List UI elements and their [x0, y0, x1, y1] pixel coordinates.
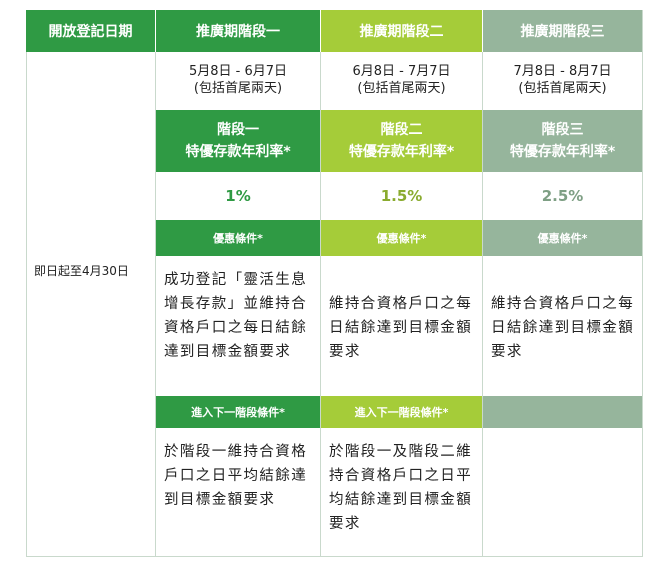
column-divider-1	[155, 52, 156, 557]
header-stage-3: 推廣期階段三	[483, 10, 642, 52]
stage-2-conditions-header: 優惠條件*	[321, 220, 482, 256]
stage-3-rate-value: 2.5%	[541, 187, 584, 205]
stage-3-date-note: (包括首尾兩天)	[518, 81, 607, 96]
stage-3-conditions-header: 優惠條件*	[483, 220, 642, 256]
stage-1-rate-subtitle: 特優存款年利率*	[185, 144, 291, 160]
stage-1-next-stage-header: 進入下一階段條件*	[156, 396, 320, 428]
stage-1-rate-title: 階段一	[217, 122, 259, 138]
stage-2-date: 6月8日 - 7月7日 (包括首尾兩天)	[321, 63, 482, 103]
stage-3-date: 7月8日 - 8月7日 (包括首尾兩天)	[483, 63, 642, 103]
stage-1-rate-header: 階段一 特優存款年利率*	[156, 110, 320, 172]
stage-3-rate-subtitle: 特優存款年利率*	[509, 144, 616, 160]
stage-3-conditions-text: 維持合資格戶口之每日結餘達到目標金額要求	[491, 296, 635, 360]
stage-2-next-stage-text: 於階段一及階段二維持合資格戶口之日平均結餘達到目標金額要求	[329, 444, 473, 532]
registration-period-label: 即日起至4月30日	[34, 52, 155, 488]
stage-1-date: 5月8日 - 6月7日 (包括首尾兩天)	[156, 63, 320, 103]
column-divider-2	[320, 52, 321, 557]
table-border-right	[642, 10, 643, 557]
stage-3-next-stage-text	[485, 440, 642, 540]
stage-1-rate-value: 1%	[225, 187, 251, 205]
stage-2-rate-value: 1.5%	[380, 187, 423, 205]
stage-3-rate-header: 階段三 特優存款年利率*	[483, 110, 642, 172]
stage-2-date-note: (包括首尾兩天)	[357, 81, 446, 96]
header-registration-date: 開放登記日期	[26, 10, 155, 52]
stage-1-date-note: (包括首尾兩天)	[193, 81, 283, 96]
stage-2-rate-header: 階段二 特優存款年利率*	[321, 110, 482, 172]
stage-1-next-stage-text: 於階段一維持合資格戶口之日平均結餘達到目標金額要求	[164, 444, 308, 508]
stage-2-conditions-text: 維持合資格戶口之每日結餘達到目標金額要求	[329, 296, 473, 360]
stage-3-rate-title: 階段三	[541, 122, 584, 138]
stage-3-next-stage-header	[483, 396, 642, 428]
column-divider-3	[482, 52, 483, 557]
stage-1-conditions-text: 成功登記「靈活生息 增長存款」並維持合資格戶口之每日結餘達到目標金額要求	[164, 272, 324, 360]
table-border-left	[26, 10, 27, 557]
header-stage-1: 推廣期階段一	[156, 10, 320, 52]
registration-period-text: 即日起至4月30日	[34, 263, 129, 278]
stage-1-date-range: 5月8日 - 6月7日	[188, 64, 288, 79]
stage-2-next-stage-header: 進入下一階段條件*	[321, 396, 482, 428]
stage-2-rate-subtitle: 特優存款年利率*	[348, 144, 455, 160]
stage-3-date-range: 7月8日 - 8月7日	[513, 64, 612, 79]
header-stage-2: 推廣期階段二	[321, 10, 482, 52]
table-border-bottom	[26, 556, 643, 557]
stage-1-conditions-header: 優惠條件*	[156, 220, 320, 256]
stage-2-rate-title: 階段二	[380, 122, 423, 138]
stage-2-date-range: 6月8日 - 7月7日	[352, 64, 451, 79]
